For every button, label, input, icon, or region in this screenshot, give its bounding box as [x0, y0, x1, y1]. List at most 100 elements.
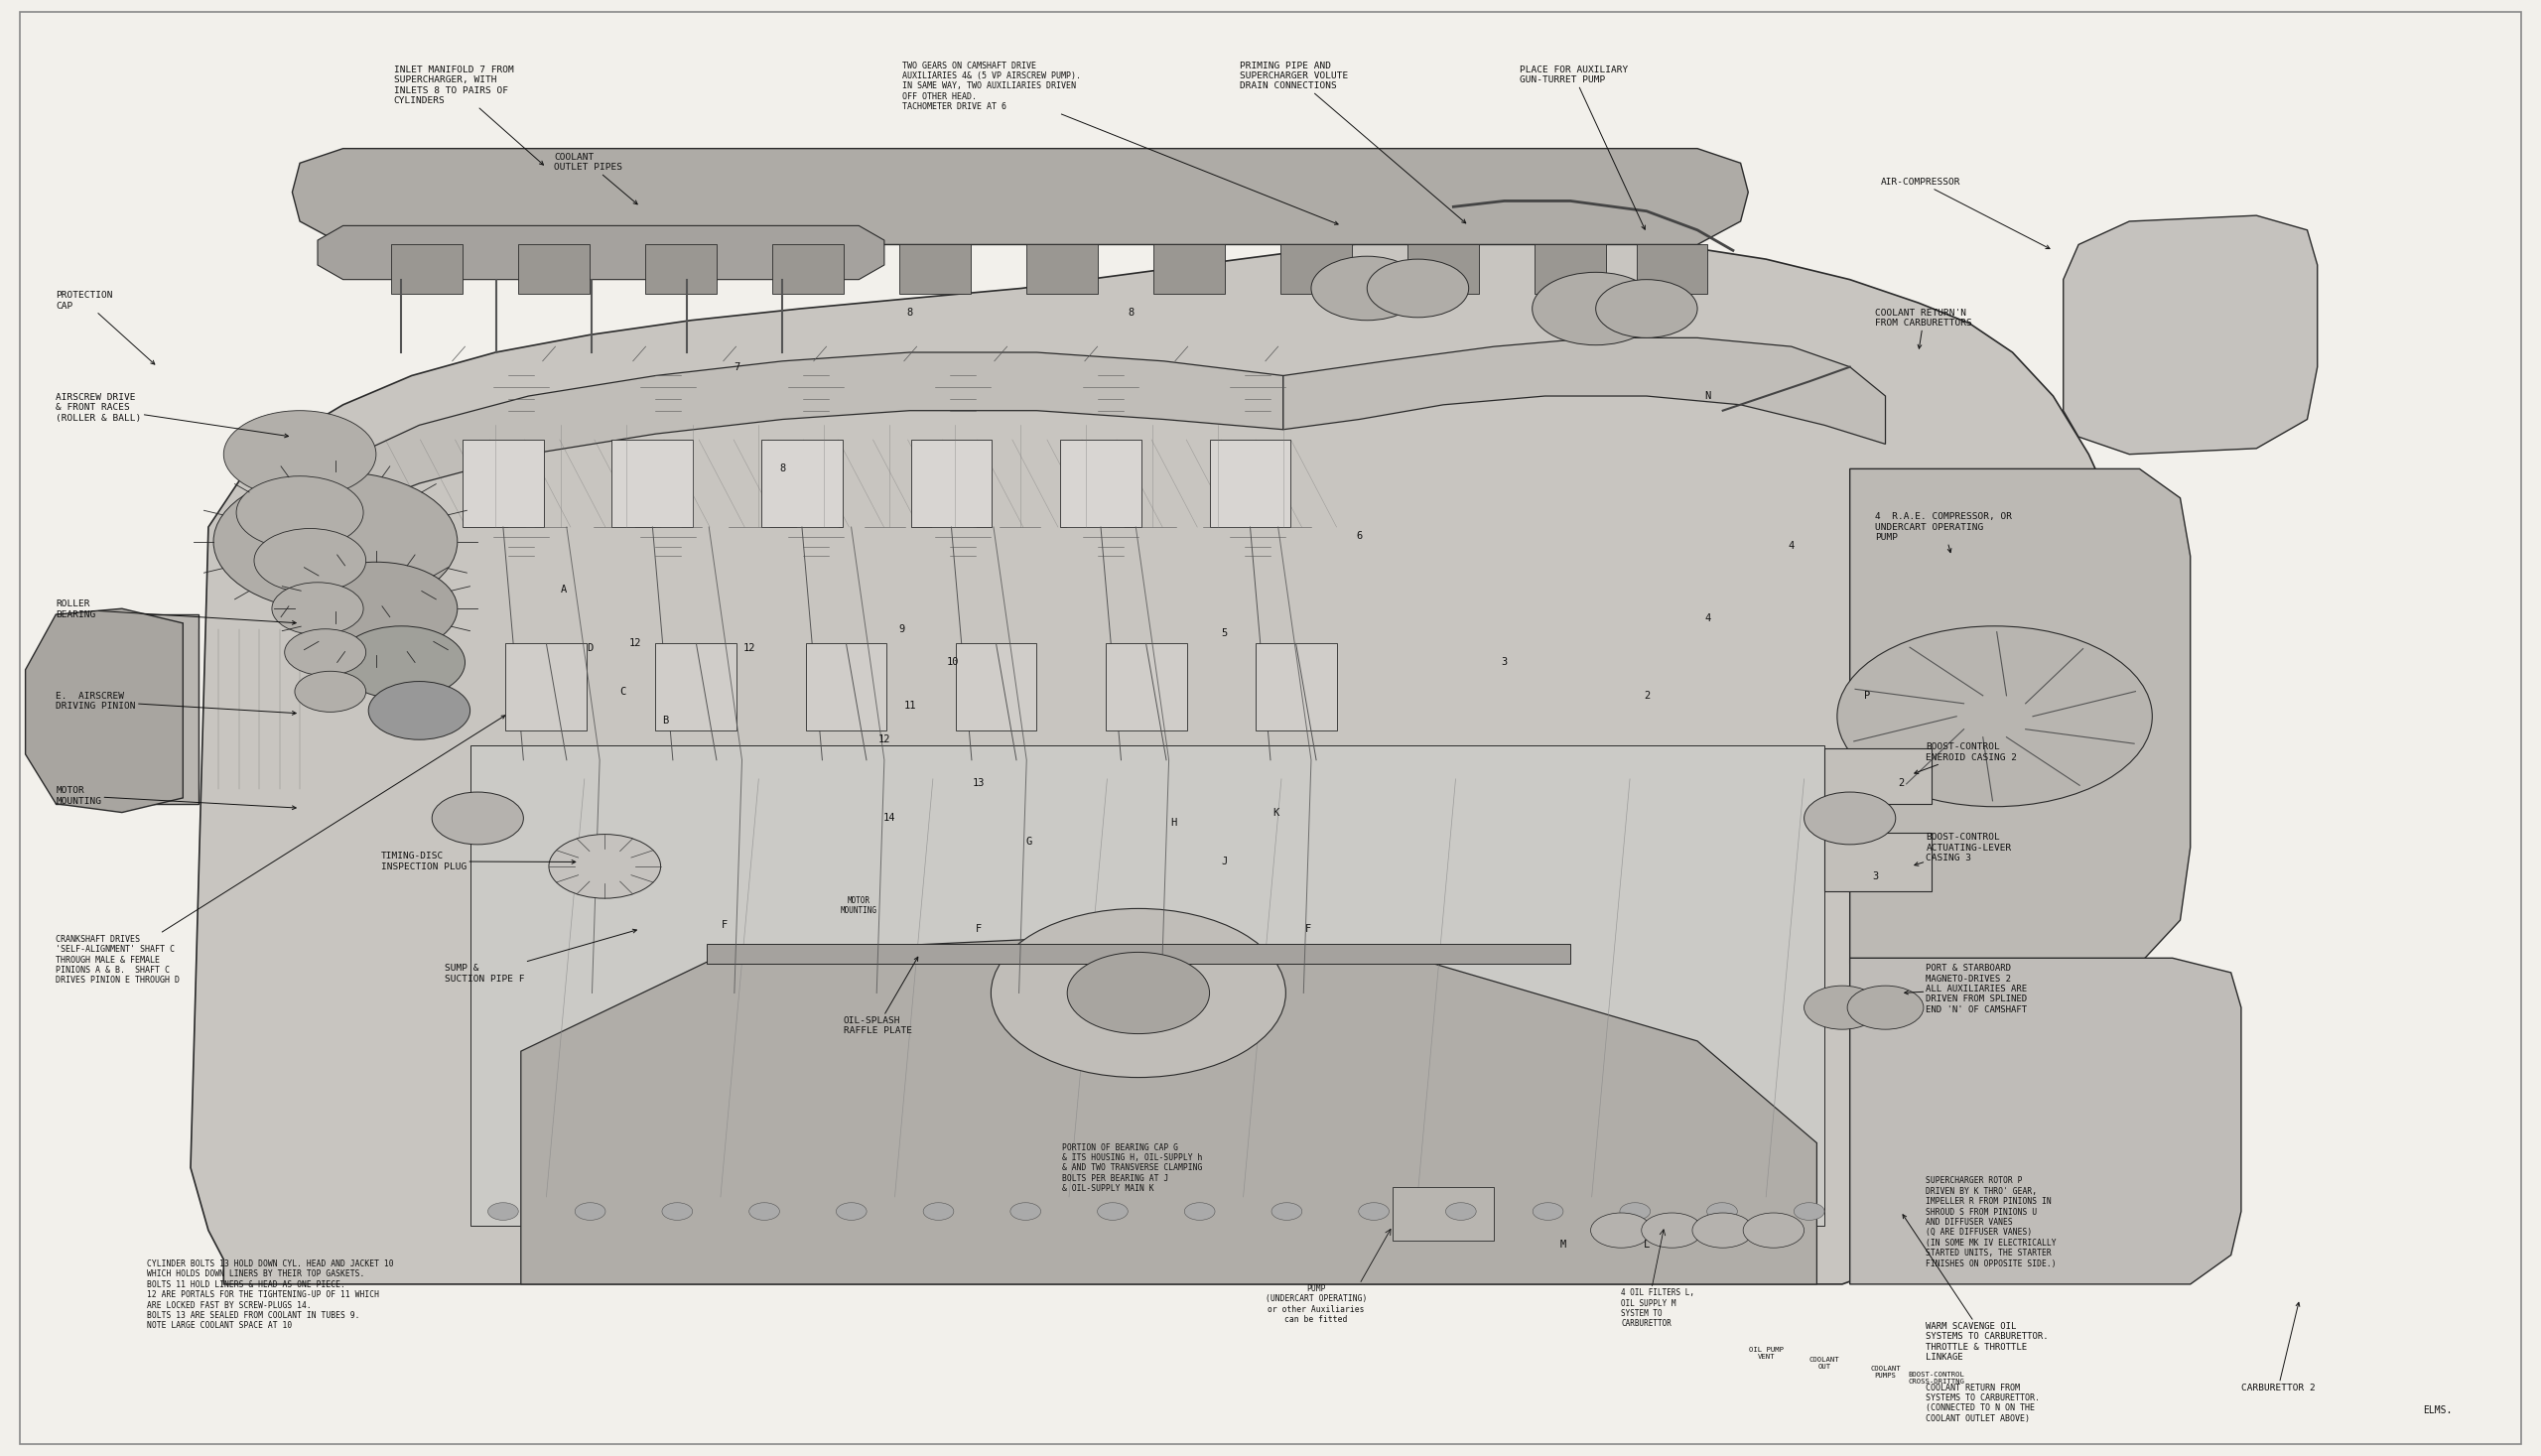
Circle shape — [574, 1203, 605, 1220]
Text: L: L — [1644, 1241, 1649, 1249]
Text: ROLLER
BEARING: ROLLER BEARING — [56, 600, 295, 625]
Text: 4 OIL FILTERS L,
OIL SUPPLY M
SYSTEM TO
CARBURETTOR: 4 OIL FILTERS L, OIL SUPPLY M SYSTEM TO … — [1621, 1289, 1695, 1328]
Text: OIL PUMP
VENT: OIL PUMP VENT — [1748, 1347, 1784, 1360]
Bar — [1824, 748, 1931, 804]
Polygon shape — [470, 745, 1824, 1226]
Circle shape — [1692, 1213, 1753, 1248]
Circle shape — [1743, 1213, 1804, 1248]
Text: COOLANT
OUT: COOLANT OUT — [1809, 1357, 1840, 1370]
Circle shape — [1367, 259, 1469, 317]
Text: 12: 12 — [879, 735, 889, 744]
Polygon shape — [1850, 958, 2241, 1284]
Circle shape — [1708, 1203, 1738, 1220]
Circle shape — [295, 562, 457, 655]
Text: 12: 12 — [630, 639, 640, 648]
Circle shape — [1847, 986, 1924, 1029]
Text: TWO GEARS ON CAMSHAFT DRIVE
AUXILIARIES 4& (5 VP AIRSCREW PUMP).
IN SAME WAY, TW: TWO GEARS ON CAMSHAFT DRIVE AUXILIARIES … — [902, 61, 1339, 224]
Circle shape — [224, 411, 376, 498]
Circle shape — [338, 626, 465, 699]
Circle shape — [295, 671, 366, 712]
Circle shape — [1359, 1203, 1390, 1220]
Polygon shape — [292, 149, 1748, 245]
Text: WARM SCAVENGE OIL
SYSTEMS TO CARBURETTOR.
THROTTLE & THROTTLE
LINKAGE: WARM SCAVENGE OIL SYSTEMS TO CARBURETTOR… — [1903, 1214, 2048, 1361]
Circle shape — [750, 1203, 780, 1220]
Polygon shape — [805, 644, 887, 731]
Text: F: F — [722, 920, 727, 929]
Polygon shape — [518, 245, 590, 294]
Text: 11: 11 — [905, 702, 915, 711]
Circle shape — [272, 582, 363, 635]
Polygon shape — [1105, 644, 1187, 731]
Text: COOLANT RETURN FROM
SYSTEMS TO CARBURETTOR.
(CONNECTED TO N ON THE
COOLANT OUTLE: COOLANT RETURN FROM SYSTEMS TO CARBURETT… — [1926, 1383, 2040, 1423]
Circle shape — [1794, 1203, 1824, 1220]
Circle shape — [922, 1203, 953, 1220]
Polygon shape — [1281, 245, 1352, 294]
Bar — [1824, 833, 1931, 891]
Circle shape — [1641, 1213, 1702, 1248]
Text: K: K — [1273, 808, 1278, 817]
Text: H: H — [1171, 818, 1176, 827]
Polygon shape — [56, 614, 198, 804]
Text: B: B — [663, 716, 668, 725]
Polygon shape — [612, 440, 694, 527]
Text: SUPERCHARGER ROTOR P
DRIVEN BY K THRO' GEAR,
IMPELLER R FROM PINIONS IN
SHROUD S: SUPERCHARGER ROTOR P DRIVEN BY K THRO' G… — [1926, 1176, 2056, 1268]
Text: A: A — [562, 585, 567, 594]
Text: SUMP &
SUCTION PIPE F: SUMP & SUCTION PIPE F — [445, 929, 638, 983]
Circle shape — [1596, 280, 1697, 338]
Text: J: J — [1222, 858, 1227, 866]
Text: 6: 6 — [1357, 531, 1362, 540]
Polygon shape — [1392, 1187, 1494, 1241]
Text: BOOST-CONTROL
ACTUATING-LEVER
CASING 3: BOOST-CONTROL ACTUATING-LEVER CASING 3 — [1913, 833, 2012, 866]
Text: M: M — [1560, 1241, 1565, 1249]
Text: AIRSCREW DRIVE
& FRONT RACES
(ROLLER & BALL): AIRSCREW DRIVE & FRONT RACES (ROLLER & B… — [56, 393, 290, 438]
Text: E.  AIRSCREW
DRIVING PINION: E. AIRSCREW DRIVING PINION — [56, 692, 295, 715]
Polygon shape — [1850, 469, 2190, 964]
Circle shape — [368, 681, 470, 740]
Circle shape — [991, 909, 1286, 1077]
Polygon shape — [900, 245, 971, 294]
Text: PUMP
(UNDERCART OPERATING)
or other Auxiliaries
can be fitted: PUMP (UNDERCART OPERATING) or other Auxi… — [1265, 1284, 1367, 1324]
Polygon shape — [656, 644, 737, 731]
Text: PLACE FOR AUXILIARY
GUN-TURRET PUMP: PLACE FOR AUXILIARY GUN-TURRET PUMP — [1520, 66, 1644, 230]
Polygon shape — [772, 245, 844, 294]
Circle shape — [285, 629, 366, 676]
Text: MOTOR
MOUNTING: MOTOR MOUNTING — [841, 895, 877, 916]
Polygon shape — [1535, 245, 1606, 294]
Circle shape — [236, 476, 363, 549]
Text: AIR-COMPRESSOR: AIR-COMPRESSOR — [1880, 178, 2051, 249]
Polygon shape — [1154, 245, 1225, 294]
Text: PRIMING PIPE AND
SUPERCHARGER VOLUTE
DRAIN CONNECTIONS: PRIMING PIPE AND SUPERCHARGER VOLUTE DRA… — [1240, 61, 1466, 223]
Polygon shape — [1060, 440, 1141, 527]
Circle shape — [1804, 986, 1880, 1029]
Text: COOLANT RETURN'N
FROM CARBURETTORS: COOLANT RETURN'N FROM CARBURETTORS — [1875, 309, 1972, 348]
Circle shape — [1837, 626, 2152, 807]
Circle shape — [1098, 1203, 1128, 1220]
Polygon shape — [191, 236, 2140, 1284]
Text: 8: 8 — [1128, 309, 1133, 317]
Text: P: P — [1865, 692, 1870, 700]
Text: 7: 7 — [734, 363, 739, 371]
Text: COOLANT
OUTLET PIPES: COOLANT OUTLET PIPES — [554, 153, 638, 204]
Polygon shape — [645, 245, 717, 294]
Text: 12: 12 — [745, 644, 755, 652]
Circle shape — [1591, 1213, 1652, 1248]
Polygon shape — [1210, 440, 1291, 527]
Circle shape — [1619, 1203, 1649, 1220]
Text: ELMS.: ELMS. — [2424, 1405, 2452, 1415]
Polygon shape — [706, 943, 1570, 964]
Text: 8: 8 — [780, 464, 785, 473]
Circle shape — [432, 792, 523, 844]
Polygon shape — [391, 245, 462, 294]
Text: 10: 10 — [948, 658, 958, 667]
Circle shape — [1184, 1203, 1215, 1220]
Text: D: D — [587, 644, 592, 652]
Text: BOOST-CONTROL
CROSS-DRITTNG: BOOST-CONTROL CROSS-DRITTNG — [1908, 1372, 1964, 1385]
Text: 14: 14 — [884, 814, 894, 823]
Text: CYLINDER BOLTS 13 HOLD DOWN CYL. HEAD AND JACKET 10
WHICH HOLDS DOWN LINERS BY T: CYLINDER BOLTS 13 HOLD DOWN CYL. HEAD AN… — [147, 1259, 394, 1331]
Polygon shape — [2063, 215, 2317, 454]
Circle shape — [1804, 792, 1896, 844]
Polygon shape — [521, 939, 1817, 1284]
Circle shape — [1446, 1203, 1476, 1220]
Circle shape — [1532, 272, 1659, 345]
Text: 8: 8 — [907, 309, 912, 317]
